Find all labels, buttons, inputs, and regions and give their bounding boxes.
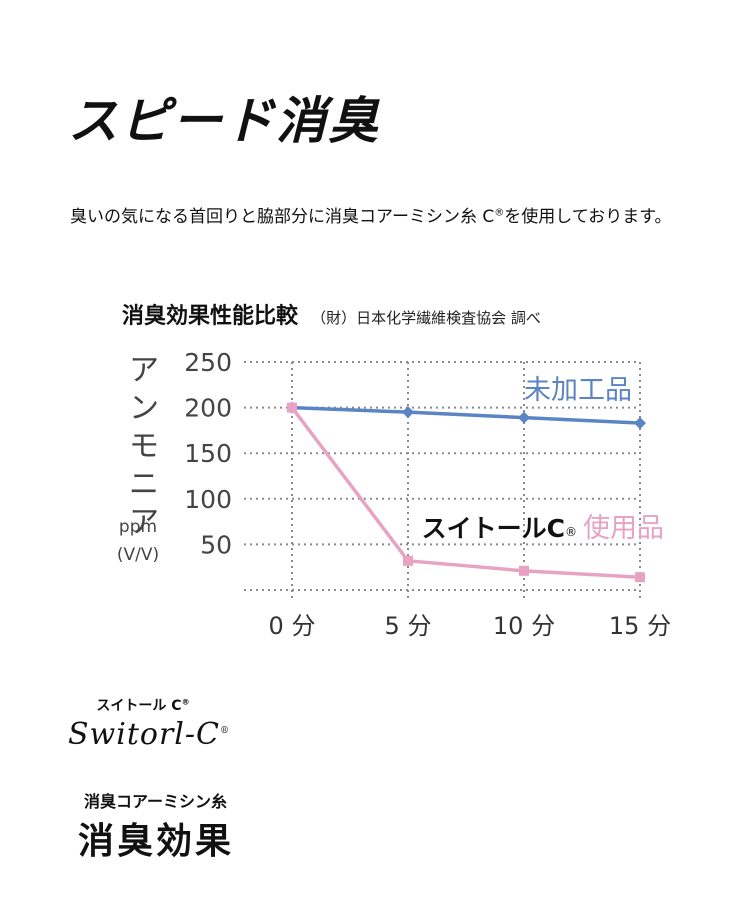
y-axis-unit-ppm: ppm [119, 517, 157, 537]
data-point [634, 417, 646, 430]
product-effect: 消臭効果 [78, 821, 235, 862]
y-tick-label: 150 [184, 439, 232, 468]
chart-title: 消臭効果性能比較 [122, 304, 299, 329]
description: 臭いの気になる首回りと脇部分に消臭コアーミシン糸 C®を使用しております。 [70, 207, 672, 227]
y-tick-label: 50 [200, 530, 232, 559]
y-tick-label: 250 [184, 348, 232, 377]
chart-source: （財）日本化学繊維検査協会 調べ [311, 309, 541, 327]
brand-script-mark: ® [219, 726, 230, 736]
series-line-0 [291, 405, 641, 425]
legend-treated: スイトールC® 使用品 [422, 513, 664, 544]
x-tick-label: 5 分 [385, 612, 432, 640]
y-axis-title-char: ア [129, 505, 159, 540]
data-point [403, 555, 413, 566]
y-tick-labels: 250 200 150 100 50 [184, 348, 232, 559]
brand-script-logo: Switorl-C® [68, 717, 248, 752]
page-title: スピード消臭 [68, 92, 380, 150]
y-axis-title-char: ン [129, 391, 159, 426]
y-tick-label: 200 [184, 394, 232, 423]
chart-header: 消臭効果性能比較 （財）日本化学繊維検査協会 調べ [122, 306, 541, 328]
y-axis-title-char: モ [129, 429, 159, 464]
y-tick-label: 100 [184, 485, 232, 514]
series-line-1 [290, 406, 641, 579]
description-text: 臭いの気になる首回りと脇部分に消臭コアーミシン糸 C [70, 207, 495, 227]
y-axis-title-char: ニ [129, 467, 159, 502]
data-point [635, 572, 645, 583]
brand-kana: スイトール C® [68, 695, 218, 715]
brand-kana-text: スイトール C [96, 698, 182, 714]
x-tick-labels: 0 分 5 分 10 分 15 分 [269, 612, 672, 640]
description-tail: を使用しております。 [504, 207, 672, 227]
x-tick-label: 15 分 [609, 612, 671, 640]
brand-script-text: Switorl-C [68, 717, 220, 752]
brand-kana-mark: ® [181, 697, 190, 707]
x-tick-label: 0 分 [269, 612, 316, 640]
y-axis-unit-vv: (V/V) [117, 545, 159, 565]
registered-mark: ® [494, 207, 505, 219]
legend-untreated: 未加工品 [524, 375, 632, 406]
data-point [518, 411, 530, 424]
legend-treated-mark: ® [565, 525, 577, 539]
data-point [287, 402, 297, 413]
legend-treated-label: 使用品 [583, 513, 664, 544]
data-point [519, 565, 529, 576]
product-type: 消臭コアーミシン糸 [84, 792, 228, 811]
data-point [402, 406, 414, 419]
chart-series [286, 401, 646, 583]
legend-treated-brand: スイトールC [422, 514, 565, 543]
y-axis-title-char: ア [129, 353, 159, 388]
brand-logo: スイトール C® Switorl-C® [68, 695, 248, 752]
x-tick-label: 10 分 [493, 612, 555, 640]
